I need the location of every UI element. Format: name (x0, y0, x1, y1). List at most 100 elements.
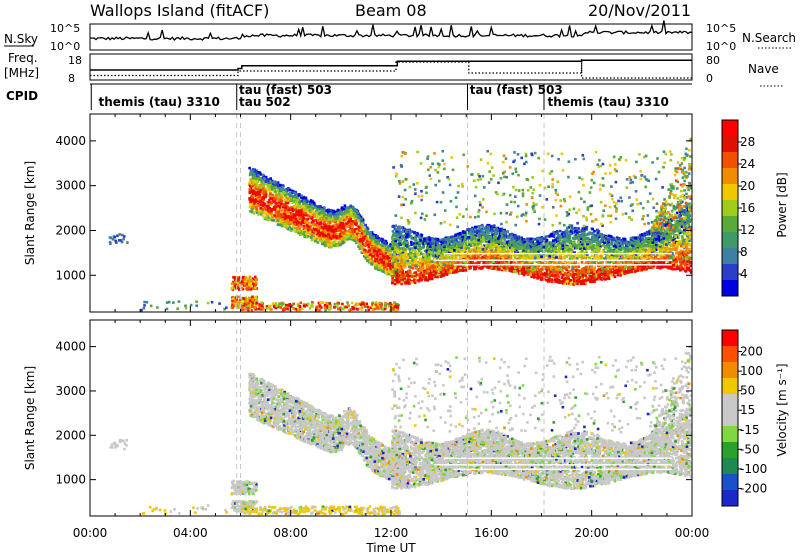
data-cell (271, 200, 275, 203)
data-cell (302, 225, 306, 228)
data-cell (275, 192, 278, 196)
data-cell (257, 186, 261, 189)
data-cell (356, 224, 360, 228)
data-cell (311, 305, 314, 308)
data-cell (410, 240, 413, 244)
data-cell (149, 304, 153, 308)
data-cell (253, 302, 256, 305)
data-cell (381, 241, 384, 245)
data-cell (369, 306, 373, 309)
data-cell (299, 225, 302, 228)
data-cell (122, 237, 125, 241)
data-cell (274, 212, 277, 215)
data-cell (252, 192, 255, 196)
data-cell (391, 307, 395, 310)
freq-trace (90, 59, 692, 71)
data-cell (279, 193, 283, 197)
data-cell (195, 300, 198, 303)
cpid-entry: tau (fast) 503 (239, 83, 332, 97)
data-cell (254, 308, 257, 311)
data-cell (300, 194, 303, 197)
data-cell (369, 247, 373, 250)
data-cell (321, 218, 324, 222)
data-cell (295, 200, 298, 203)
data-cell (266, 200, 270, 204)
data-cell (369, 253, 372, 256)
data-cell (316, 229, 319, 232)
nsky-tick-top: 10^5 (50, 22, 80, 35)
data-cell (396, 305, 399, 308)
data-cell (361, 225, 364, 228)
freq-tick-top: 18 (68, 54, 82, 67)
data-cell (251, 180, 255, 183)
data-cell (353, 220, 356, 223)
data-cell (258, 303, 261, 307)
data-cell (114, 239, 117, 243)
data-cell (243, 308, 246, 311)
data-cell (313, 225, 317, 229)
data-cell (330, 233, 333, 236)
data-cell (264, 191, 268, 194)
data-cell (302, 304, 306, 307)
data-cell (267, 207, 270, 210)
data-cell (259, 201, 262, 205)
data-cell (274, 306, 278, 310)
data-cell (296, 219, 300, 223)
data-cell (367, 260, 371, 264)
data-cell (352, 235, 356, 238)
data-cell (301, 229, 304, 233)
data-cell (279, 197, 283, 201)
data-cell (316, 208, 320, 211)
data-cell (118, 233, 121, 236)
data-cell (115, 241, 118, 244)
data-cell (344, 215, 347, 219)
data-cell (389, 301, 392, 305)
data-cell (313, 228, 316, 231)
data-cell (362, 302, 365, 306)
data-cell (304, 202, 307, 205)
data-cell (243, 279, 246, 283)
data-cell (251, 171, 255, 175)
data-cell (360, 245, 363, 248)
data-cell (113, 235, 117, 239)
data-cell (348, 208, 352, 211)
data-cell (343, 236, 347, 240)
data-cell (239, 301, 243, 304)
data-cell (328, 236, 332, 240)
data-cell (327, 216, 330, 219)
data-cell (324, 237, 328, 240)
data-cell (295, 217, 298, 221)
data-cell (359, 224, 363, 228)
data-cell (326, 222, 329, 226)
data-cell (310, 203, 314, 207)
data-cell (347, 237, 351, 241)
data-cell (339, 232, 342, 236)
data-cell (250, 279, 253, 282)
data-cell (250, 195, 254, 199)
data-cell (351, 305, 354, 309)
data-cell (351, 230, 354, 233)
data-cell (355, 215, 358, 218)
data-cell (248, 279, 252, 283)
data-cell (363, 235, 367, 239)
data-cell (140, 308, 143, 312)
data-cell (109, 242, 112, 245)
data-cell (326, 243, 330, 246)
data-cell (108, 240, 112, 244)
data-cell (260, 197, 263, 201)
data-cell (253, 279, 257, 282)
data-cell (326, 230, 330, 233)
data-cell (394, 302, 398, 306)
data-cell (331, 237, 335, 240)
data-cell (239, 303, 243, 307)
data-cell (304, 213, 307, 217)
data-cell (254, 199, 258, 203)
data-cell (280, 188, 283, 192)
data-cell (335, 236, 339, 240)
nsky-trace (89, 20, 693, 41)
data-cell (387, 304, 391, 308)
data-cell (324, 306, 327, 309)
data-cell (298, 229, 302, 233)
data-cell (378, 301, 382, 305)
